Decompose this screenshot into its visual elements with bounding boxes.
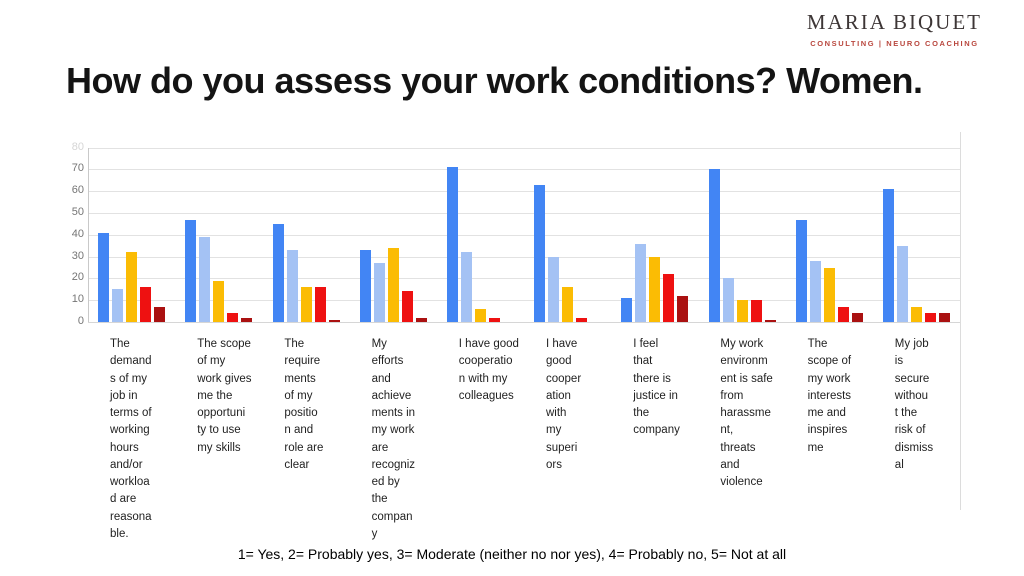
bar-cat9-resp3 (823, 267, 835, 322)
bar-cat9-resp1 (795, 219, 807, 322)
bar-cat4-resp2 (373, 263, 385, 322)
bar-cat6-resp2 (548, 256, 560, 322)
y-tick-label-80: 80 (71, 140, 84, 153)
bar-cat8-resp5 (764, 319, 776, 322)
bar-cat1-resp2 (112, 289, 124, 322)
gridline-10 (88, 300, 960, 302)
x-category-label-9: The scope of my work interests me and in… (807, 338, 852, 454)
gridline-80 (88, 147, 960, 149)
grouped-bar-chart: 0 10 20 30 40 50 60 70 80 The demand s of my job … (60, 132, 962, 540)
x-category-label-1: The demand s of my job in terms of worki… (110, 338, 152, 540)
x-category-label-2: The scope of my work gives me the opport… (197, 338, 252, 454)
bar-cat10-resp2 (896, 245, 908, 322)
bar-cat8-resp2 (722, 278, 734, 322)
bar-cat8-resp4 (750, 300, 762, 322)
y-tick-label-60: 60 (71, 184, 84, 197)
gridline-20 (88, 278, 960, 280)
y-tick-label-40: 40 (71, 227, 84, 240)
bar-cat7-resp4 (663, 274, 675, 322)
bar-cat1-resp4 (140, 287, 152, 322)
bar-cat4-resp4 (401, 291, 413, 322)
scale-legend-footnote: 1= Yes, 2= Probably yes, 3= Moderate (ne… (237, 546, 787, 562)
bar-cat3-resp4 (314, 287, 326, 322)
bar-cat8-resp1 (708, 169, 720, 322)
company-logo: MARIA BIQUET CONSULTING | NEURO COACHING (807, 10, 982, 48)
bar-cat6-resp3 (562, 287, 574, 322)
bar-cat5-resp4 (488, 317, 500, 322)
bar-cat2-resp5 (241, 317, 253, 322)
bar-cat10-resp3 (910, 306, 922, 322)
x-category-label-10: My job is secure withou t the risk of di… (894, 338, 934, 471)
gridline-70 (88, 169, 960, 171)
x-category-label-6: I have good cooper ation with my superi … (546, 338, 582, 471)
brand-tagline: CONSULTING | NEURO COACHING (810, 39, 979, 48)
x-category-label-8: My work environm ent is safe from harass… (720, 338, 773, 488)
gridline-60 (88, 191, 960, 193)
bar-cat9-resp5 (851, 313, 863, 322)
bar-cat2-resp3 (213, 280, 225, 322)
bar-cat4-resp5 (415, 317, 427, 322)
x-category-label-7: I feel that there is justice in the comp… (633, 338, 680, 437)
bar-cat7-resp1 (621, 298, 633, 322)
slide-title: How do you assess your work conditions? … (66, 60, 923, 101)
bar-cat7-resp2 (635, 243, 647, 322)
y-tick-label-70: 70 (71, 162, 84, 175)
bar-cat2-resp4 (227, 313, 239, 322)
bar-cat3-resp2 (286, 250, 298, 322)
x-category-label-5: I have good cooperatio n with my colleag… (458, 338, 519, 402)
gridline-30 (88, 256, 960, 258)
bar-cat5-resp2 (460, 252, 472, 322)
bar-cat9-resp4 (837, 306, 849, 322)
bar-cat3-resp5 (328, 319, 340, 322)
y-tick-label-10: 10 (71, 293, 84, 306)
bar-cat1-resp3 (126, 252, 138, 322)
bar-cat10-resp1 (882, 189, 894, 322)
bar-cat3-resp1 (272, 223, 284, 322)
bar-cat5-resp3 (474, 308, 486, 322)
x-category-label-3: The require ments of my positio n and ro… (284, 338, 324, 471)
bar-cat7-resp5 (677, 295, 689, 322)
y-tick-label-50: 50 (71, 206, 84, 218)
bar-cat7-resp3 (649, 256, 661, 322)
bar-cat3-resp3 (300, 287, 312, 322)
chart-right-border (960, 132, 961, 510)
bar-cat4-resp1 (359, 250, 371, 322)
bar-cat6-resp1 (534, 184, 546, 322)
bar-cat2-resp2 (199, 236, 211, 322)
bar-cat9-resp2 (809, 260, 821, 322)
bar-cat1-resp5 (154, 306, 166, 322)
y-tick-label-0: 0 (77, 315, 84, 327)
gridline-0 (88, 322, 960, 323)
y-axis-line (88, 147, 89, 322)
bar-cat10-resp4 (924, 313, 936, 322)
brand-name: MARIA BIQUET (806, 10, 982, 34)
y-tick-label-30: 30 (71, 249, 84, 262)
bar-cat5-resp1 (446, 167, 458, 322)
bar-cat4-resp3 (387, 247, 399, 322)
gridline-40 (88, 234, 960, 236)
y-tick-label-20: 20 (71, 271, 84, 284)
bar-cat6-resp4 (576, 317, 588, 322)
x-category-label-4: My efforts and achieve ments in my work … (371, 338, 416, 540)
gridline-50 (88, 213, 960, 214)
bar-cat2-resp1 (185, 219, 197, 322)
bar-cat1-resp1 (98, 232, 110, 322)
bar-cat8-resp3 (736, 300, 748, 322)
bar-cat10-resp5 (938, 313, 950, 322)
